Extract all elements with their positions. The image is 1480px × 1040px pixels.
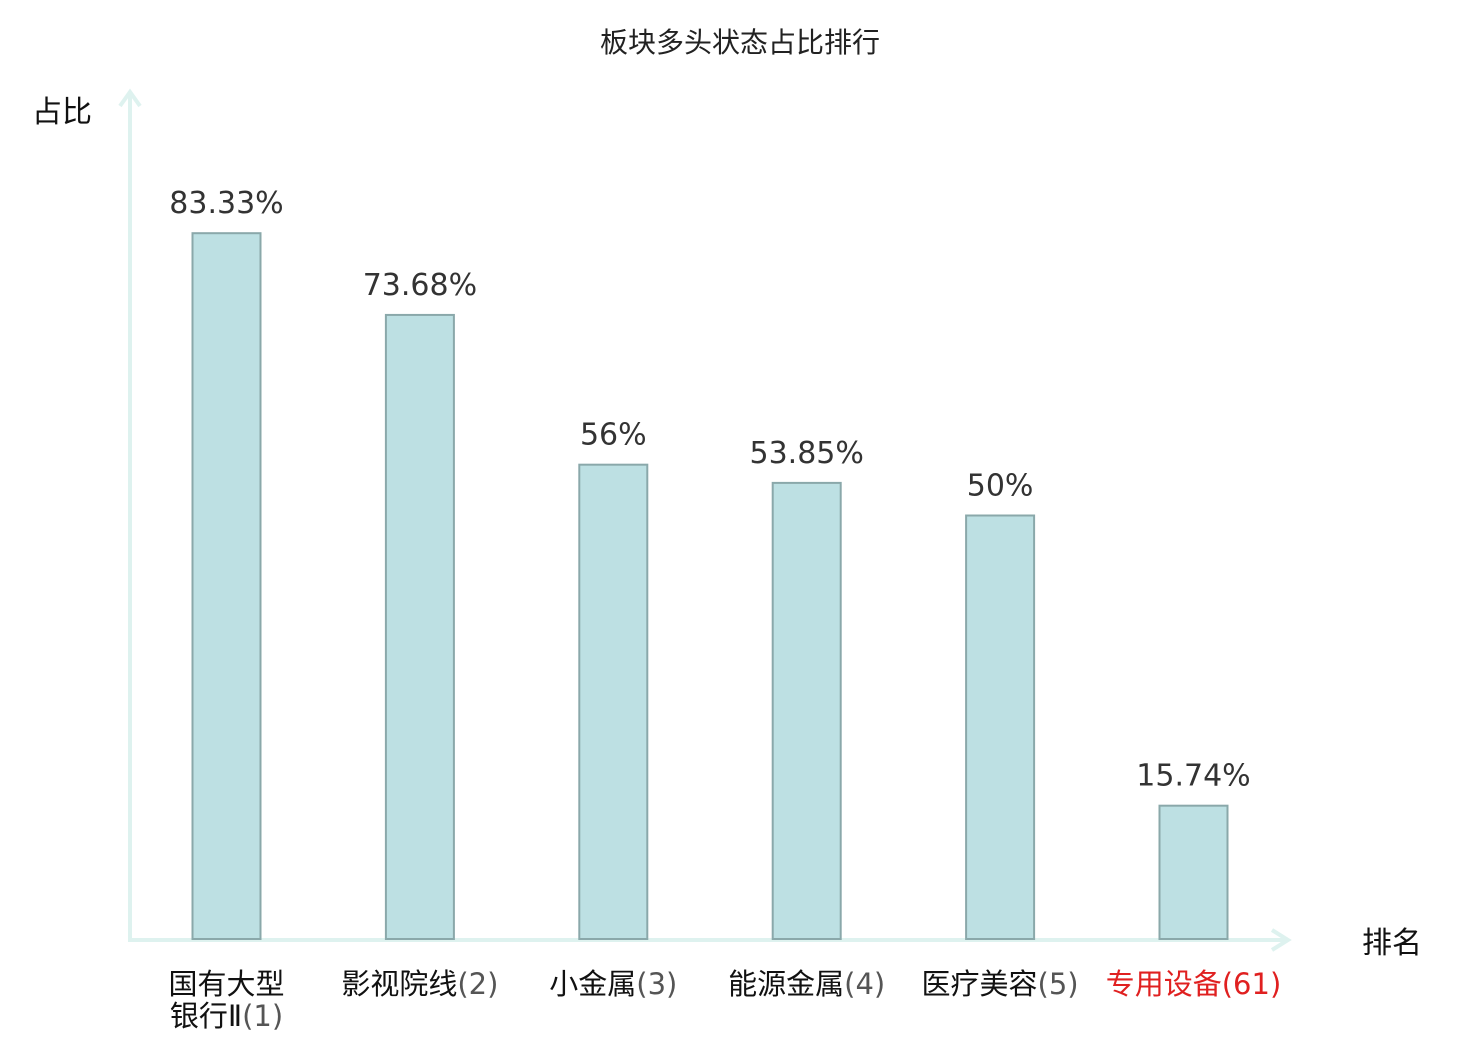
category-label-6: 专用设备(61) bbox=[1106, 967, 1282, 1001]
bar-5 bbox=[965, 514, 1036, 940]
x-axis-label: 排名 bbox=[1362, 926, 1422, 961]
category-label-4: 能源金属(4) bbox=[728, 967, 885, 1001]
y-axis-label: 占比 bbox=[32, 95, 92, 130]
bar-1 bbox=[191, 232, 262, 941]
category-label-1-line1: 国有大型 bbox=[168, 967, 284, 1001]
value-label-6: 15.74% bbox=[1136, 759, 1250, 794]
category-rank-3: (3) bbox=[636, 967, 677, 1001]
bar-6 bbox=[1158, 804, 1229, 940]
category-name-4: 能源金属 bbox=[728, 967, 844, 1001]
category-rank-2: (2) bbox=[457, 967, 498, 1001]
x-axis-arrow bbox=[1270, 928, 1292, 952]
category-name-3: 小金属 bbox=[549, 967, 636, 1001]
y-axis-arrow bbox=[118, 88, 142, 108]
category-name-tail-1: 银行Ⅱ bbox=[170, 999, 242, 1033]
chart-title: 板块多头状态占比排行 bbox=[600, 26, 880, 59]
bar-2 bbox=[384, 313, 455, 940]
value-label-1: 83.33% bbox=[169, 186, 283, 221]
category-label-5: 医疗美容(5) bbox=[922, 967, 1079, 1001]
bar-4 bbox=[771, 481, 842, 940]
bar-series: 83.33% 73.68% 56% 53.85% 50% 15.74% bbox=[169, 186, 1251, 941]
value-label-2: 73.68% bbox=[363, 268, 477, 303]
category-label-3: 小金属(3) bbox=[549, 967, 677, 1001]
bar-3 bbox=[578, 463, 649, 940]
category-name-6: 专用设备 bbox=[1106, 967, 1222, 1001]
value-label-3: 56% bbox=[580, 418, 647, 453]
category-label-2: 影视院线(2) bbox=[341, 967, 498, 1001]
category-name-2: 影视院线 bbox=[341, 967, 457, 1001]
category-label-1-line2: 银行Ⅱ(1) bbox=[170, 999, 283, 1033]
category-rank-1: (1) bbox=[242, 999, 283, 1033]
category-rank-6: (61) bbox=[1222, 967, 1282, 1001]
category-name-5: 医疗美容 bbox=[922, 967, 1038, 1001]
category-rank-4: (4) bbox=[844, 967, 885, 1001]
category-rank-5: (5) bbox=[1038, 967, 1079, 1001]
value-label-4: 53.85% bbox=[750, 436, 864, 471]
value-label-5: 50% bbox=[967, 469, 1034, 504]
